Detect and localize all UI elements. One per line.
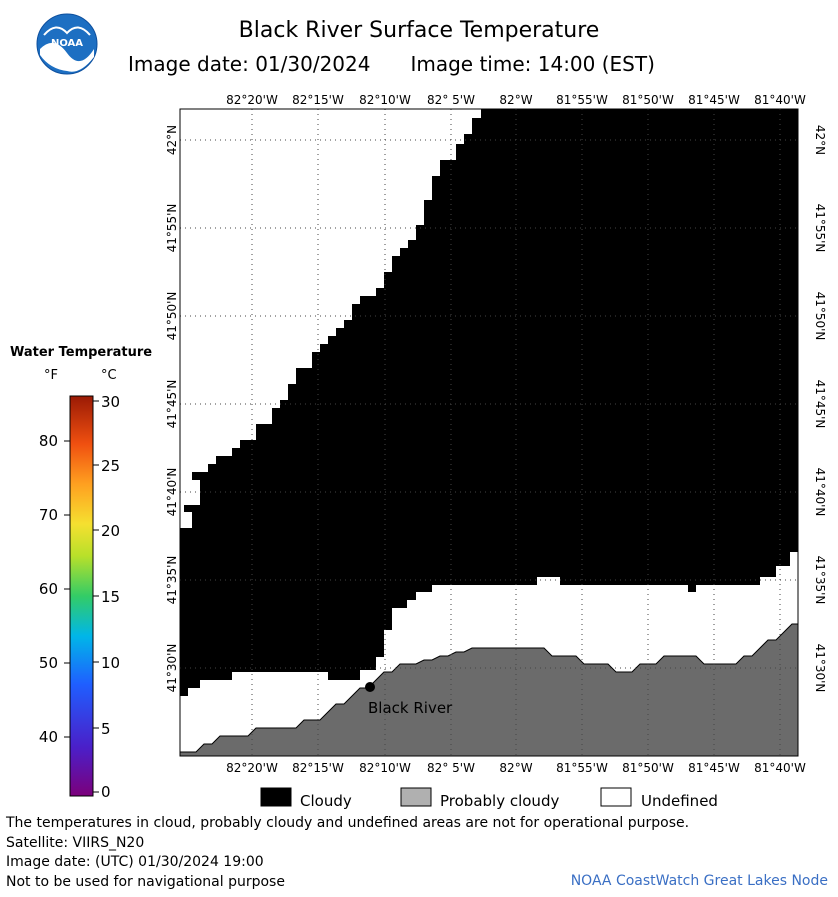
lat-label-left: 41°30'N: [165, 644, 179, 693]
lon-label-top: 81°40'W: [754, 93, 806, 107]
colorbar-c-tick: 30: [101, 393, 120, 411]
probably-cloudy-area: [180, 623, 798, 756]
colorbar-unit-c: °C: [101, 368, 117, 383]
lon-label-bottom: 82° 5'W: [427, 761, 475, 775]
lon-label-bottom: 81°40'W: [754, 761, 806, 775]
footer-disclaimer: The temperatures in cloud, probably clou…: [6, 815, 690, 831]
colorbar-f-tick: 60: [39, 580, 58, 598]
noaa-logo: NOAA: [36, 13, 98, 75]
lat-label-left: 41°50'N: [165, 292, 179, 341]
colorbar-c-tick: 20: [101, 522, 120, 540]
credit-link[interactable]: NOAA CoastWatch Great Lakes Node: [570, 873, 828, 889]
lat-label-right: 41°35'N: [813, 556, 827, 605]
colorbar-c-tick: 15: [101, 588, 120, 606]
lon-label-bottom: 81°55'W: [556, 761, 608, 775]
lon-label-top: 82° 5'W: [427, 93, 475, 107]
lat-label-right: 41°40'N: [813, 468, 827, 517]
colorbar-title: Water Temperature: [10, 345, 153, 360]
lat-label-left: 41°55'N: [165, 204, 179, 253]
image-datetime: Image date: 01/30/2024 Image time: 14:00 …: [128, 52, 695, 76]
legend-label-undefined: Undefined: [641, 792, 718, 810]
colorbar-c-tick: 10: [101, 654, 120, 672]
colorbar: [69, 395, 94, 797]
black-river-marker: [365, 682, 375, 692]
lat-label-right: 41°30'N: [813, 644, 827, 693]
image-time: Image time: 14:00 (EST): [410, 52, 655, 76]
lon-label-top: 82°W: [499, 93, 532, 107]
legend-swatch-undefined: [600, 787, 632, 807]
lat-label-right: 42°N: [813, 125, 827, 155]
lon-label-top: 82°20'W: [226, 93, 278, 107]
lon-label-bottom: 82°W: [499, 761, 532, 775]
lon-label-bottom: 81°50'W: [622, 761, 674, 775]
lat-label-right: 41°50'N: [813, 292, 827, 341]
colorbar-f-tick: 70: [39, 506, 58, 524]
lon-label-bottom: 82°15'W: [292, 761, 344, 775]
legend-swatch-cloudy: [260, 787, 292, 807]
lon-label-bottom: 81°45'W: [688, 761, 740, 775]
colorbar-c-tick: 25: [101, 457, 120, 475]
lat-label-left: 41°35'N: [165, 556, 179, 605]
graticule: [180, 109, 798, 756]
lat-label-left: 41°40'N: [165, 468, 179, 517]
lon-label-top: 82°10'W: [359, 93, 411, 107]
lon-label-top: 82°15'W: [292, 93, 344, 107]
legend-label-probably-cloudy: Probably cloudy: [440, 792, 559, 810]
lat-label-left: 41°45'N: [165, 380, 179, 429]
footer-notes: The temperatures in cloud, probably clou…: [6, 814, 689, 892]
black-river-label: Black River: [368, 699, 453, 717]
lat-label-right: 41°55'N: [813, 204, 827, 253]
colorbar-c-tick: 0: [101, 783, 111, 801]
cloudy-area: [180, 109, 798, 696]
logo-text: NOAA: [51, 38, 83, 49]
colorbar-f-tick: 50: [39, 654, 58, 672]
legend-label-cloudy: Cloudy: [300, 792, 352, 810]
colorbar-f-tick: 40: [39, 728, 58, 746]
lon-label-top: 81°50'W: [622, 93, 674, 107]
legend-swatch-probably-cloudy: [400, 787, 432, 807]
colorbar-c-tick: 5: [101, 720, 111, 738]
colorbar-unit-f: °F: [44, 368, 58, 383]
footer-utc-date: Image date: (UTC) 01/30/2024 19:00: [6, 854, 264, 870]
lon-label-bottom: 82°20'W: [226, 761, 278, 775]
map-frame: [179, 108, 799, 757]
lat-label-right: 41°45'N: [813, 380, 827, 429]
page-title: Black River Surface Temperature: [238, 18, 600, 43]
lon-label-bottom: 82°10'W: [359, 761, 411, 775]
image-date: Image date: 01/30/2024: [128, 52, 371, 76]
colorbar-f-tick: 80: [39, 432, 58, 450]
lat-label-left: 42°N: [165, 125, 179, 155]
footer-navigation-warning: Not to be used for navigational purpose: [6, 873, 285, 890]
lon-label-top: 81°45'W: [688, 93, 740, 107]
lon-label-top: 81°55'W: [556, 93, 608, 107]
footer-satellite: Satellite: VIIRS_N20: [6, 834, 145, 851]
